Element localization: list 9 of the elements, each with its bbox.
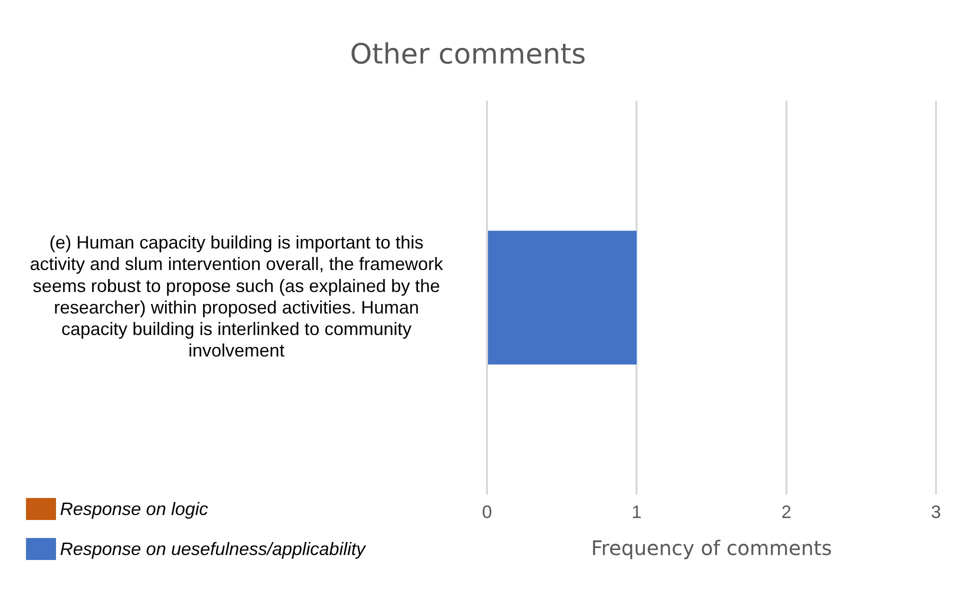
y-tick-label: (e) Human capacity building is important to this activity and slum intervention overall, the framework seems robust to propose such (as explained by the researcher) within proposed activities. Human capacity building is interlinked to community involvement bbox=[30, 232, 444, 361]
x-tick-label: 3 bbox=[930, 502, 942, 522]
legend-label: Response on logic bbox=[60, 498, 208, 520]
legend-label: Response on uesefulness/applicability bbox=[60, 538, 366, 560]
x-axis-title: Frequency of comments bbox=[591, 536, 832, 560]
x-tick-label: 0 bbox=[482, 502, 492, 522]
chart-title: Other comments bbox=[350, 37, 586, 70]
x-tick-label: 1 bbox=[632, 502, 642, 522]
x-tick-label: 2 bbox=[781, 502, 792, 522]
